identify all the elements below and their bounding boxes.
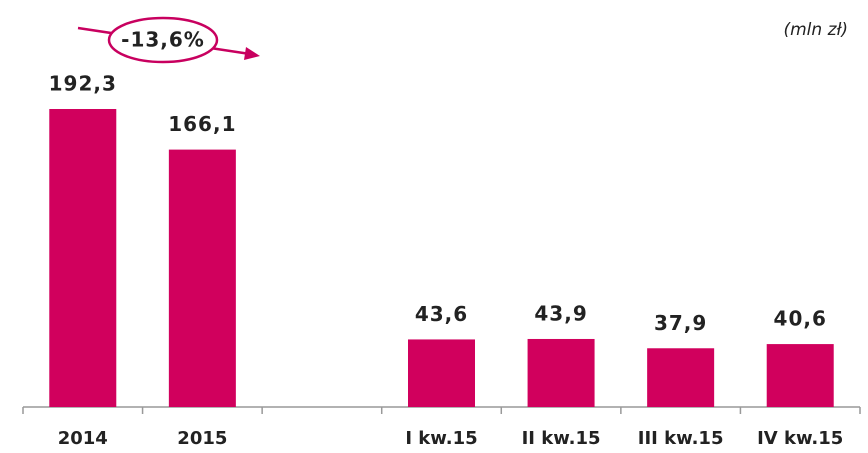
x-tick-label: II kw.15 [522, 428, 601, 449]
bar [408, 339, 475, 407]
bar [168, 149, 236, 408]
x-tick-label: III kw.15 [638, 428, 724, 449]
x-tick-label: IV kw.15 [757, 428, 843, 449]
bar [766, 344, 834, 407]
unit-label: (mln zł) [783, 20, 848, 40]
annotation: -13,6% [121, 28, 205, 52]
data-label: 166,1 [168, 112, 236, 136]
data-label: 43,9 [534, 301, 587, 325]
data-label: 192,3 [49, 72, 117, 96]
bar [527, 338, 595, 407]
x-tick-label: 2015 [177, 428, 227, 449]
x-tick-label: 2014 [58, 428, 108, 449]
data-label: 37,9 [654, 311, 707, 335]
data-label: 43,6 [415, 302, 468, 326]
bar [647, 348, 715, 407]
bar [49, 109, 117, 407]
arrow-head [244, 47, 260, 60]
x-tick-label: I kw.15 [405, 428, 477, 449]
data-label: 40,6 [774, 307, 827, 331]
annotation-ellipse [107, 16, 219, 64]
